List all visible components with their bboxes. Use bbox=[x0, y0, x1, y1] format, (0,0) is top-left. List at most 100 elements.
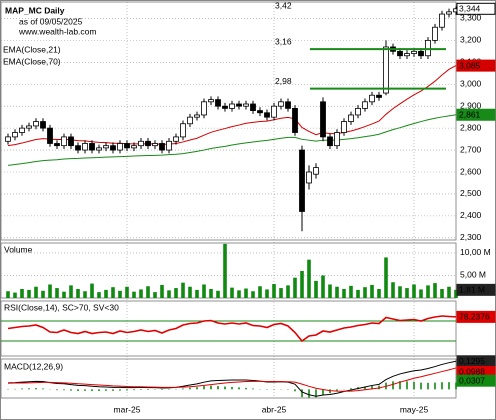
volume-bar bbox=[433, 283, 437, 298]
histogram-bar bbox=[322, 389, 324, 395]
candle-body bbox=[26, 125, 32, 129]
histogram-bar bbox=[350, 388, 352, 390]
candle-body bbox=[397, 50, 403, 57]
volume-bar bbox=[398, 286, 402, 298]
volume-bar bbox=[132, 291, 136, 298]
volume-bar bbox=[20, 288, 24, 298]
panel-title: MACD(12,26,9) bbox=[4, 361, 63, 371]
volume-bar bbox=[251, 291, 255, 298]
volume-bar bbox=[62, 291, 66, 298]
value-box-label: 3,344 bbox=[459, 4, 481, 14]
histogram-bar bbox=[210, 385, 212, 390]
y-tick-label: 10,00 M bbox=[460, 247, 491, 257]
histogram-bar bbox=[434, 382, 436, 390]
y-tick-label: 3,000 bbox=[460, 79, 482, 89]
candle-body bbox=[54, 143, 60, 147]
histogram-bar bbox=[427, 382, 429, 390]
level-label: 2,98 bbox=[275, 76, 292, 86]
candle-body bbox=[376, 94, 382, 98]
histogram-bar bbox=[133, 389, 135, 391]
panel-title: RSI(Close,14), SC>70, SV<30 bbox=[4, 302, 119, 312]
y-tick-label: 2,400 bbox=[460, 210, 482, 220]
candle-body bbox=[285, 101, 291, 109]
value-box-label: 0,1295 bbox=[459, 356, 485, 366]
volume-bar bbox=[111, 287, 115, 298]
candle-body bbox=[75, 145, 81, 151]
histogram-bar bbox=[84, 389, 86, 391]
candle-body bbox=[12, 132, 18, 138]
candle-body bbox=[173, 136, 179, 142]
histogram-bar bbox=[98, 389, 100, 392]
value-box bbox=[456, 374, 496, 387]
candle-body bbox=[292, 107, 298, 133]
histogram-bar bbox=[238, 387, 240, 390]
candle-body bbox=[152, 143, 158, 147]
volume-bar bbox=[76, 288, 80, 298]
volume-bar bbox=[118, 290, 122, 298]
volume-bar bbox=[195, 289, 199, 298]
y-tick-label: 5,00 M bbox=[460, 270, 486, 280]
volume-bar bbox=[97, 292, 101, 298]
value-box-label: 78,2376 bbox=[459, 312, 490, 322]
candle-body bbox=[89, 143, 95, 151]
y-tick-label: 2,300 bbox=[460, 232, 482, 242]
volume-bar bbox=[55, 288, 59, 298]
volume-bar bbox=[237, 290, 241, 298]
panel bbox=[0, 300, 457, 357]
candle-body bbox=[187, 116, 193, 125]
candle-body bbox=[243, 103, 249, 107]
ema-line bbox=[7, 114, 457, 166]
candle-body bbox=[271, 105, 277, 118]
candle-body bbox=[96, 147, 102, 151]
histogram-bar bbox=[308, 389, 310, 398]
histogram-bar bbox=[126, 389, 128, 391]
candle-body bbox=[341, 121, 347, 133]
volume-bar bbox=[405, 288, 409, 298]
candle-body bbox=[362, 101, 368, 109]
y-tick-label: 2,500 bbox=[460, 188, 482, 198]
value-box bbox=[456, 310, 496, 323]
histogram-bar bbox=[217, 386, 219, 390]
histogram-bar bbox=[182, 388, 184, 390]
histogram-bar bbox=[252, 388, 254, 390]
candle-body bbox=[117, 143, 123, 151]
value-box-label: 0,0307 bbox=[459, 375, 485, 385]
histogram-bar bbox=[56, 389, 58, 391]
panel bbox=[0, 1, 457, 241]
histogram-bar bbox=[196, 387, 198, 390]
histogram-bar bbox=[336, 389, 338, 392]
histogram-bar bbox=[140, 389, 142, 390]
volume-bar bbox=[139, 289, 143, 298]
candle-body bbox=[418, 50, 424, 57]
candle-body bbox=[131, 145, 137, 149]
candle-body bbox=[138, 140, 144, 147]
value-box-label: 3,085 bbox=[459, 60, 481, 70]
histogram-bar bbox=[70, 389, 72, 391]
volume-bar bbox=[188, 286, 192, 298]
volume-bar bbox=[286, 285, 290, 298]
volume-bar bbox=[223, 243, 227, 298]
legend-entry: EMA(Close,21) bbox=[3, 44, 61, 54]
volume-bar bbox=[377, 288, 381, 298]
panel bbox=[0, 358, 457, 399]
candle-body bbox=[201, 101, 207, 116]
volume-bar bbox=[27, 289, 31, 298]
ema-line bbox=[7, 65, 457, 147]
candle-body bbox=[103, 145, 109, 149]
candle-body bbox=[222, 105, 228, 109]
candle-body bbox=[215, 99, 221, 107]
volume-bar bbox=[202, 284, 206, 298]
volume-bar bbox=[272, 284, 276, 298]
candle-body bbox=[40, 121, 46, 129]
histogram-bar bbox=[63, 389, 65, 391]
histogram-bar bbox=[28, 388, 30, 390]
histogram-bar bbox=[294, 389, 296, 392]
panel bbox=[0, 242, 457, 299]
volume-bar bbox=[349, 285, 353, 298]
histogram-bar bbox=[455, 382, 457, 390]
candle-body bbox=[47, 127, 53, 144]
volume-bar bbox=[307, 259, 311, 298]
candle-body bbox=[61, 136, 67, 147]
